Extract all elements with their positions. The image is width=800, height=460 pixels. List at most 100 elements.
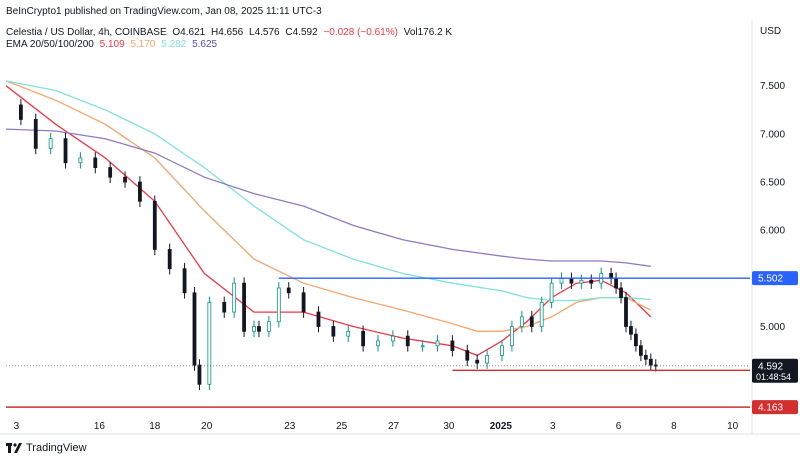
candle-body — [93, 157, 98, 168]
candle-body — [614, 277, 618, 289]
candle-body — [500, 345, 504, 356]
level-label: 5.502 — [758, 274, 783, 285]
candle-body — [207, 302, 212, 385]
candle-body — [529, 316, 534, 327]
candle-body — [549, 282, 554, 303]
x-tick-label: 18 — [149, 421, 161, 432]
x-tick-label: 27 — [388, 421, 400, 432]
candle-body — [579, 279, 584, 284]
ohlc-close: C4.592 — [285, 27, 318, 38]
candle-body — [405, 335, 410, 347]
candle-body — [361, 330, 366, 347]
candle-body — [559, 277, 564, 284]
candle-body — [138, 181, 142, 202]
ohlc-open: O4.621 — [172, 27, 206, 38]
ema20-value: 5.109 — [99, 39, 125, 50]
candle-body — [33, 119, 38, 149]
ema100-value: 5.282 — [161, 39, 187, 50]
candle-body — [629, 326, 633, 335]
candle-body — [197, 364, 202, 385]
ema-line-ema200 — [5, 128, 651, 267]
tradingview-logo-icon — [6, 443, 22, 453]
candle-body — [450, 340, 455, 351]
candle-body — [63, 138, 68, 164]
candle-body — [589, 279, 594, 284]
candle-body — [539, 302, 544, 327]
candle-body — [108, 167, 113, 178]
candle-body — [167, 249, 172, 270]
ohlc-change: −0.028 (−0.61%) — [323, 27, 398, 38]
last-price-badge — [752, 358, 798, 383]
candle-body — [232, 282, 237, 313]
tradingview-label: TradingView — [26, 442, 87, 454]
candle-body — [78, 157, 83, 164]
ema-legend[interactable]: EMA 20/50/100/200 5.109 5.170 5.282 5.62… — [6, 39, 220, 50]
x-tick-label: 30 — [443, 421, 455, 432]
candle-body — [192, 292, 197, 366]
ema-label[interactable]: EMA 20/50/100/200 — [6, 39, 94, 50]
candle-body — [624, 297, 628, 327]
level-badge — [752, 400, 798, 415]
candle-body — [510, 326, 514, 347]
x-tick-label: 20 — [201, 421, 213, 432]
candle-body — [638, 345, 643, 356]
x-tick-label: 25 — [336, 421, 348, 432]
candle-body — [252, 326, 256, 332]
ema200-value: 5.625 — [192, 39, 218, 50]
y-tick-label: 5.000 — [760, 322, 785, 333]
y-tick-label: 6.000 — [760, 226, 785, 237]
symbol-title[interactable]: Celestia / US Dollar, 4h, COINBASE — [6, 27, 167, 38]
currency-label: USD — [760, 26, 781, 37]
candle-body — [390, 335, 395, 342]
candle-body — [286, 287, 291, 294]
candle-body — [301, 292, 306, 313]
candle-body — [485, 354, 490, 364]
y-tick-label: 7.000 — [760, 129, 785, 140]
candle-body — [182, 268, 187, 294]
candle-body — [276, 287, 281, 323]
x-tick-label: 2025 — [490, 421, 513, 432]
candle-body — [48, 138, 53, 149]
x-tick-label: 3 — [14, 421, 20, 432]
candle-body — [257, 326, 261, 332]
candle-body — [346, 330, 351, 337]
ema-line-ema50 — [5, 80, 652, 332]
x-tick-label: 16 — [94, 421, 106, 432]
ohlc-low: L4.576 — [249, 27, 280, 38]
x-tick-label: 10 — [727, 421, 739, 432]
candle-body — [123, 176, 127, 183]
candle-body — [316, 311, 321, 327]
countdown-label: 01:48:54 — [756, 372, 791, 382]
ohlc-volume: Vol176.2 K — [403, 27, 453, 38]
candle-body — [619, 287, 623, 299]
x-tick-label: 3 — [550, 421, 556, 432]
symbol-legend[interactable]: Celestia / US Dollar, 4h, COINBASE O4.62… — [6, 27, 455, 38]
candle-body — [376, 340, 380, 347]
candle-body — [420, 345, 425, 348]
tradingview-brand[interactable]: TradingView — [6, 442, 87, 454]
candle-body — [435, 340, 440, 347]
candle-body — [519, 316, 524, 327]
candle-body — [475, 359, 480, 364]
y-tick-label: 7.500 — [760, 81, 785, 92]
candle-body — [331, 326, 336, 337]
candle-body — [643, 354, 648, 360]
x-tick-label: 6 — [616, 421, 622, 432]
last-price-label: 4.592 — [758, 361, 783, 372]
ema-line-ema100 — [5, 80, 651, 302]
candle-body — [465, 350, 470, 361]
candle-body — [18, 104, 23, 120]
candle-body — [648, 358, 653, 366]
y-tick-label: 6.500 — [760, 178, 785, 189]
candle-body — [266, 321, 271, 332]
candle-body — [152, 200, 157, 250]
level-label: 4.163 — [758, 403, 783, 414]
candle-body — [242, 282, 246, 332]
x-tick-label: 23 — [284, 421, 296, 432]
ohlc-high: H4.656 — [211, 27, 244, 38]
ema50-value: 5.170 — [130, 39, 156, 50]
candle-body — [634, 333, 638, 347]
published-caption: BeInCrypto1 published on TradingView.com… — [6, 6, 322, 17]
candle-body — [569, 277, 574, 284]
